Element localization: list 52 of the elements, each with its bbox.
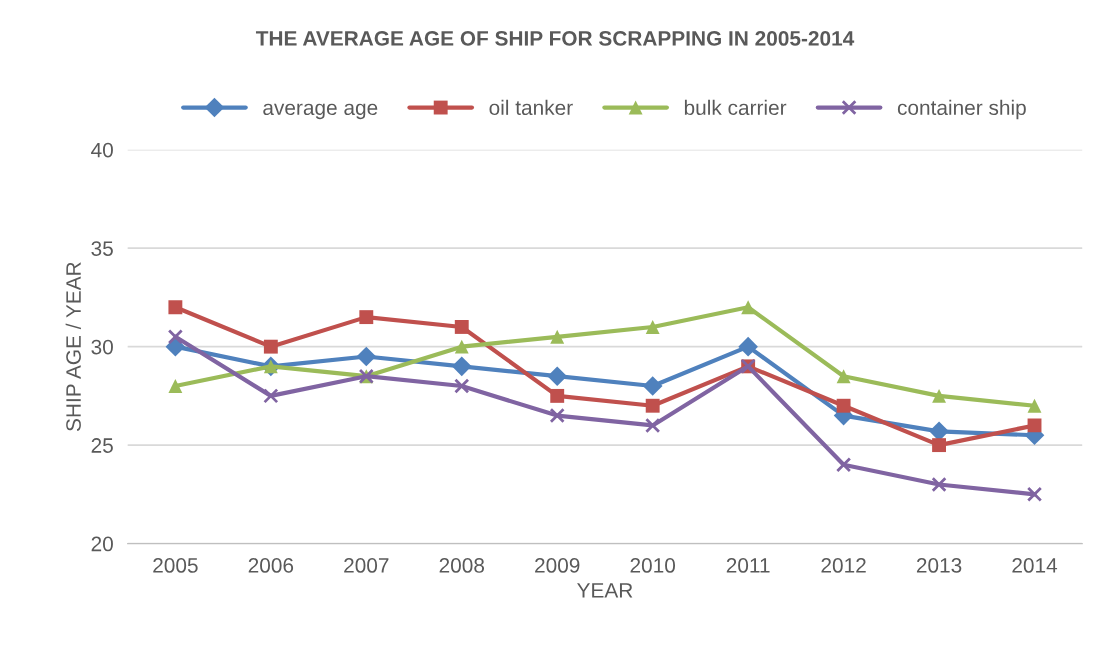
x-tick-label: 2009: [535, 558, 580, 573]
y-tick-label: 30: [91, 339, 113, 355]
point: [550, 329, 565, 344]
x-tick-label: 2014: [1012, 558, 1058, 573]
y-tick-label: 25: [91, 438, 113, 453]
point: [741, 300, 756, 315]
point: [645, 320, 660, 334]
point: [836, 398, 851, 413]
point: [168, 300, 183, 315]
point: [932, 438, 946, 453]
point: [1026, 486, 1043, 502]
point: [356, 346, 377, 367]
point: [451, 356, 472, 377]
x-tick-label: 2012: [821, 558, 866, 573]
point: [454, 339, 469, 354]
point: [454, 320, 469, 334]
legend-label: average age: [263, 103, 378, 120]
y-axis-title: SHIP AGE / YEAR: [65, 262, 81, 432]
point: [263, 388, 279, 404]
point: [836, 369, 851, 384]
point: [931, 476, 947, 493]
point: [642, 376, 663, 396]
point: [932, 388, 946, 403]
legend-label: container ship: [897, 99, 1026, 120]
point: [359, 310, 374, 325]
point: [168, 379, 183, 393]
x-axis-title: YEAR: [577, 583, 633, 598]
x-tick-label: 2010: [630, 558, 676, 573]
point: [549, 407, 565, 424]
chart-title: THE AVERAGE AGE OF SHIP FOR SCRAPPING IN 2005-2014: [255, 31, 855, 46]
x-tick-label: 2007: [344, 558, 389, 573]
point: [738, 336, 758, 357]
y-tick-label: 40: [91, 142, 113, 158]
point: [1027, 398, 1042, 413]
x-tick-label: 2006: [248, 558, 294, 573]
point: [550, 388, 565, 403]
point: [1027, 418, 1042, 433]
legend-label: oil tanker: [489, 99, 573, 116]
y-tick-label: 20: [91, 536, 113, 552]
legend-label: bulk carrier: [684, 99, 787, 116]
point: [547, 366, 568, 387]
x-tick-label: 2008: [439, 558, 485, 573]
point: [645, 417, 661, 434]
x-tick-label: 2011: [726, 558, 770, 573]
point: [454, 378, 470, 394]
y-tick-label: 35: [91, 241, 113, 256]
point: [835, 457, 852, 473]
x-tick-label: 2005: [153, 558, 198, 573]
x-tick-label: 2013: [916, 558, 962, 573]
point: [645, 398, 660, 413]
point: [167, 329, 184, 345]
point: [263, 339, 278, 354]
